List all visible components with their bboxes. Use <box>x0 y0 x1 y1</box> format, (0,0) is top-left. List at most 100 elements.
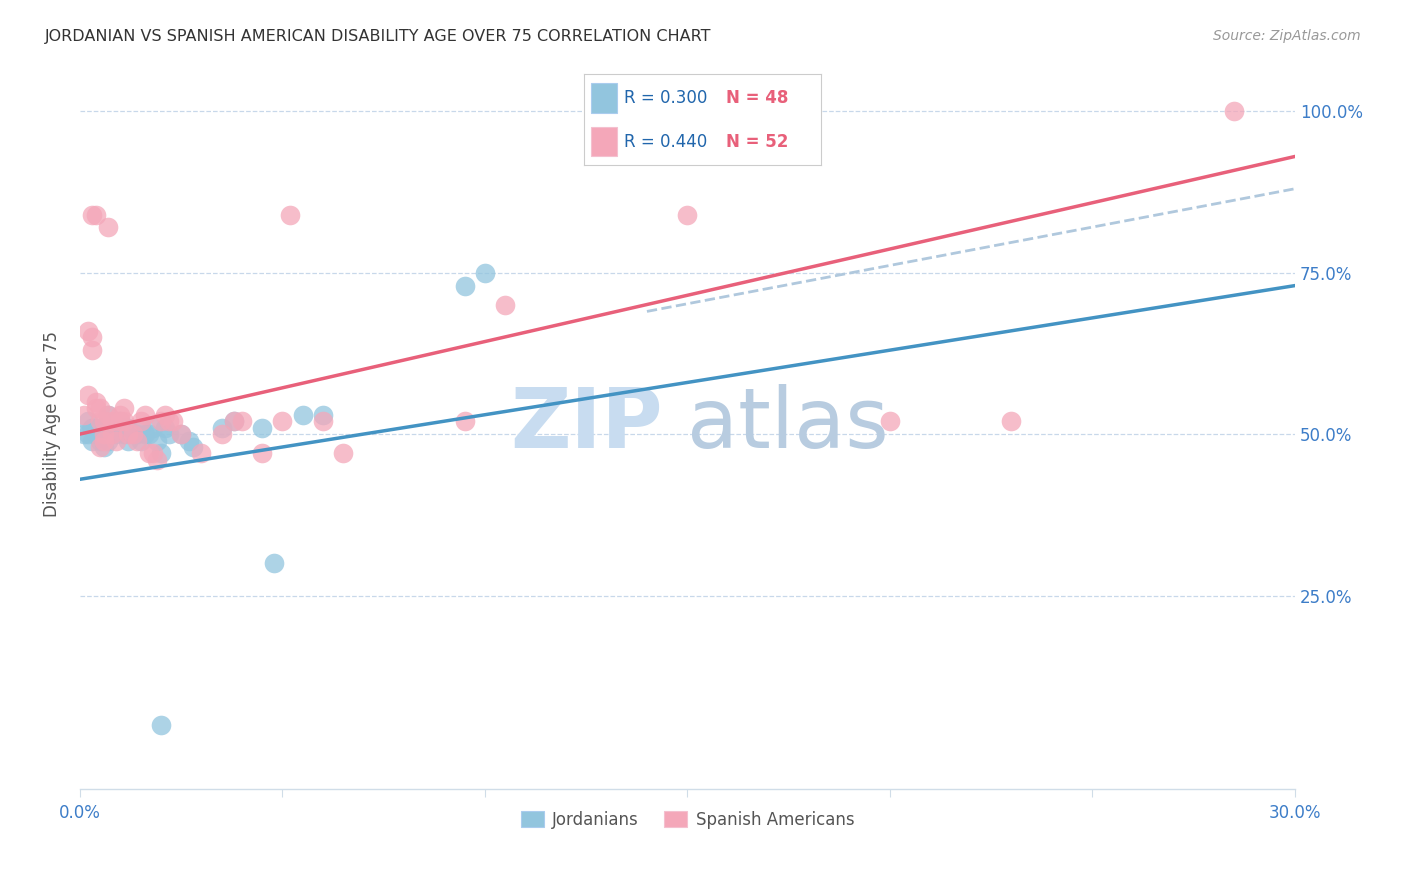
Point <box>77 324 100 338</box>
Point <box>84 427 107 442</box>
Point <box>110 414 132 428</box>
Point <box>676 104 699 119</box>
Point <box>101 427 124 442</box>
Point <box>312 414 335 428</box>
Point <box>97 420 120 434</box>
Point <box>110 408 132 422</box>
Point <box>138 427 160 442</box>
Point <box>93 427 115 442</box>
Point <box>125 434 148 448</box>
Point <box>271 414 294 428</box>
Point <box>89 427 111 442</box>
Point <box>93 427 115 442</box>
Point <box>149 414 172 428</box>
Point <box>105 434 128 448</box>
Point <box>77 427 100 442</box>
Point <box>146 434 169 448</box>
Point <box>676 208 699 222</box>
Point <box>117 420 139 434</box>
Point <box>125 427 148 442</box>
Point <box>222 414 245 428</box>
Point <box>1223 104 1246 119</box>
Point <box>134 408 156 422</box>
Point <box>80 420 103 434</box>
Point <box>84 420 107 434</box>
Point <box>110 420 132 434</box>
Point <box>97 220 120 235</box>
Point <box>138 446 160 460</box>
Point <box>1000 414 1022 428</box>
Point <box>222 414 245 428</box>
Point <box>93 434 115 448</box>
Point <box>73 427 96 442</box>
Point <box>149 717 172 731</box>
Point <box>129 414 152 428</box>
Point <box>112 427 135 442</box>
Point <box>117 434 139 448</box>
Point <box>77 414 100 428</box>
Point <box>494 298 516 312</box>
Point <box>312 408 335 422</box>
Legend: Jordanians, Spanish Americans: Jordanians, Spanish Americans <box>515 805 860 836</box>
Point <box>112 414 135 428</box>
Point <box>146 453 169 467</box>
Point <box>153 420 176 434</box>
Point <box>263 556 285 570</box>
Point <box>211 427 233 442</box>
Point <box>162 414 184 428</box>
Point <box>84 394 107 409</box>
Point <box>80 343 103 358</box>
Point <box>121 427 143 442</box>
Point <box>101 420 124 434</box>
Point <box>93 414 115 428</box>
Point <box>73 408 96 422</box>
Point <box>190 446 212 460</box>
Point <box>149 446 172 460</box>
Text: JORDANIAN VS SPANISH AMERICAN DISABILITY AGE OVER 75 CORRELATION CHART: JORDANIAN VS SPANISH AMERICAN DISABILITY… <box>45 29 711 44</box>
Point <box>250 446 273 460</box>
Text: atlas: atlas <box>688 384 889 465</box>
Point <box>89 434 111 448</box>
Point <box>105 427 128 442</box>
Point <box>129 420 152 434</box>
Point <box>84 208 107 222</box>
Point <box>181 440 204 454</box>
Point <box>121 427 143 442</box>
Point <box>280 208 302 222</box>
Point <box>231 414 253 428</box>
Point <box>80 420 103 434</box>
Point <box>453 278 475 293</box>
Point <box>89 420 111 434</box>
Point <box>101 414 124 428</box>
Point <box>332 446 354 460</box>
Point <box>157 414 180 428</box>
Point <box>291 408 314 422</box>
Point <box>84 401 107 416</box>
Point <box>179 434 201 448</box>
Point <box>879 414 901 428</box>
Point <box>93 440 115 454</box>
Point <box>77 388 100 402</box>
Point <box>211 420 233 434</box>
Point <box>142 446 165 460</box>
Point <box>80 434 103 448</box>
Point <box>110 414 132 428</box>
Point <box>142 420 165 434</box>
Point <box>101 427 124 442</box>
Text: ZIP: ZIP <box>510 384 664 465</box>
Point <box>97 408 120 422</box>
Point <box>170 427 193 442</box>
Point <box>80 208 103 222</box>
Point <box>97 434 120 448</box>
Point <box>89 414 111 428</box>
Point <box>134 427 156 442</box>
Point <box>157 427 180 442</box>
Point <box>474 266 496 280</box>
Point <box>97 408 120 422</box>
Point <box>250 420 273 434</box>
Y-axis label: Disability Age Over 75: Disability Age Over 75 <box>44 332 60 517</box>
Point <box>80 330 103 344</box>
Point <box>129 434 152 448</box>
Text: Source: ZipAtlas.com: Source: ZipAtlas.com <box>1213 29 1361 43</box>
Point <box>170 427 193 442</box>
